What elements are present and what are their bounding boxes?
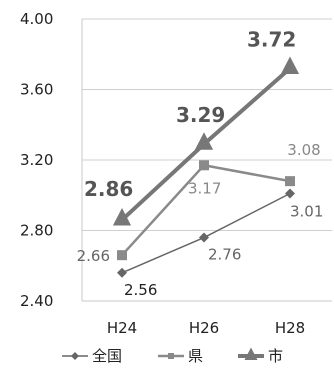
data-label: 2.86 <box>84 177 133 201</box>
y-tick-label: 2.80 <box>20 222 53 240</box>
y-tick-label: 2.40 <box>20 292 53 310</box>
data-point <box>280 56 300 74</box>
y-tick-label: 4.00 <box>20 10 53 28</box>
data-label: 2.56 <box>124 281 157 299</box>
x-axis: H24 H26 H28 <box>107 319 305 337</box>
x-tick-label: H24 <box>107 319 137 337</box>
legend-label: 市 <box>268 347 283 365</box>
data-point <box>199 160 209 171</box>
data-label: 2.66 <box>77 247 110 265</box>
data-label: 3.01 <box>290 202 323 220</box>
legend-item: 市 <box>238 347 283 365</box>
data-point <box>168 353 174 359</box>
series-line <box>121 192 291 274</box>
data-label: 3.72 <box>247 27 296 51</box>
x-tick-label: H28 <box>275 319 305 337</box>
legend-label: 県 <box>188 347 203 365</box>
data-label: 3.29 <box>176 103 225 127</box>
data-label: 2.76 <box>208 246 241 264</box>
data-point <box>194 132 214 150</box>
data-point <box>117 267 127 278</box>
legend-item: 全国 <box>62 347 122 365</box>
x-tick-label: H26 <box>189 319 219 337</box>
series-lines <box>112 56 300 278</box>
data-point <box>199 232 209 243</box>
data-label: 3.08 <box>287 141 320 159</box>
y-tick-label: 3.20 <box>20 151 53 169</box>
data-point <box>244 347 258 360</box>
legend-label: 全国 <box>92 347 122 365</box>
data-point <box>71 352 79 360</box>
y-axis: 2.40 2.80 3.20 3.60 4.00 <box>20 10 53 310</box>
legend: 全国 県 市 <box>62 347 283 365</box>
data-point <box>117 250 127 261</box>
gridlines <box>81 18 332 302</box>
data-point <box>285 188 295 199</box>
data-labels: 2.56 2.76 3.01 2.66 3.17 3.08 2.86 3.29 3.72 <box>77 27 324 298</box>
data-point <box>112 208 132 226</box>
data-label: 3.17 <box>188 179 221 197</box>
legend-item: 県 <box>158 347 203 365</box>
y-tick-label: 3.60 <box>20 81 53 99</box>
data-point <box>285 176 295 187</box>
